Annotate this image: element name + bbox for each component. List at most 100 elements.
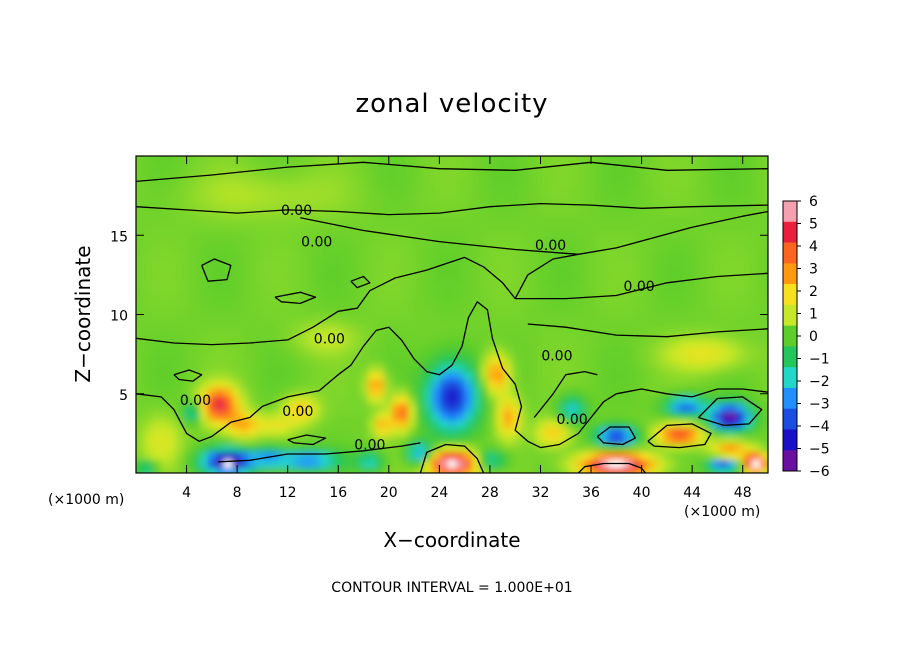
field-cell (680, 324, 689, 333)
field-cell (296, 172, 305, 181)
field-cell (224, 236, 233, 245)
field-cell (632, 412, 641, 421)
field-cell (736, 324, 745, 333)
field-cell (624, 412, 633, 421)
field-cell (208, 316, 217, 325)
field-cell (192, 188, 201, 197)
field-cell (328, 188, 337, 197)
field-cell (288, 204, 297, 213)
field-cell (328, 452, 337, 461)
field-cell (184, 268, 193, 277)
field-cell (584, 412, 593, 421)
field-cell (208, 220, 217, 229)
field-cell (512, 444, 521, 453)
field-cell (744, 356, 753, 365)
field-cell (592, 300, 601, 309)
field-cell (240, 460, 249, 469)
field-cell (568, 252, 577, 261)
field-cell (368, 220, 377, 229)
field-cell (296, 396, 305, 405)
field-cell (280, 172, 289, 181)
field-cell (416, 476, 425, 485)
field-cell (440, 196, 449, 205)
field-cell (200, 476, 209, 485)
field-cell (176, 292, 185, 301)
field-cell (552, 212, 561, 221)
field-cell (488, 236, 497, 245)
field-cell (440, 372, 449, 381)
field-cell (544, 468, 553, 473)
field-cell (576, 172, 585, 181)
field-cell (200, 156, 209, 165)
field-cell (488, 316, 497, 325)
field-cell (512, 452, 521, 461)
field-cell (608, 340, 617, 349)
field-cell (360, 244, 369, 253)
y-tick-label: 10 (110, 309, 128, 325)
field-cell (720, 444, 729, 453)
field-cell (752, 284, 761, 293)
field-cell (720, 188, 729, 197)
field-cell (296, 356, 305, 365)
field-cell (328, 204, 337, 213)
field-cell (584, 332, 593, 341)
field-cell (360, 356, 369, 365)
field-cell (504, 172, 513, 181)
field-cell (712, 292, 721, 301)
field-cell (208, 436, 217, 445)
field-cell (632, 236, 641, 245)
field-cell (640, 364, 649, 373)
field-cell (184, 324, 193, 333)
field-cell (152, 260, 161, 269)
field-cell (400, 292, 409, 301)
field-cell (624, 420, 633, 429)
field-cell (400, 220, 409, 229)
field-cell (336, 380, 345, 389)
field-cell (160, 476, 169, 485)
field-cell (288, 228, 297, 237)
field-cell (600, 308, 609, 317)
field-cell (288, 172, 297, 181)
field-cell (320, 252, 329, 261)
field-cell (608, 204, 617, 213)
zero-contours (136, 161, 768, 473)
field-cell (264, 476, 273, 485)
field-cell (672, 156, 681, 157)
field-cell (432, 332, 441, 341)
field-cell (576, 228, 585, 237)
field-cell (264, 196, 273, 205)
field-cell (328, 428, 337, 437)
field-cell (264, 356, 273, 365)
field-cell (736, 220, 745, 229)
field-cell (432, 412, 441, 421)
field-cell (136, 252, 145, 261)
field-cell (536, 316, 545, 325)
field-cell (192, 316, 201, 325)
field-cell (592, 172, 601, 181)
field-cell (568, 316, 577, 325)
field-cell (216, 476, 225, 485)
field-cell (336, 404, 345, 413)
field-cell (432, 172, 441, 181)
field-cell (256, 156, 265, 165)
field-cell (152, 436, 161, 445)
field-cell (480, 268, 489, 277)
field-cell (496, 292, 505, 301)
field-cell (616, 260, 625, 269)
field-cell (664, 452, 673, 461)
field-cell (640, 420, 649, 429)
field-cell (416, 252, 425, 261)
field-cell (704, 348, 713, 357)
field-cell (768, 340, 777, 349)
field-cell (168, 340, 177, 349)
field-cell (472, 316, 481, 325)
field-cell (448, 188, 457, 197)
field-cell (360, 276, 369, 285)
colorbar-swatch (783, 284, 797, 306)
field-cell (584, 324, 593, 333)
field-cell (152, 404, 161, 413)
field-cell (328, 196, 337, 205)
field-cell (704, 196, 713, 205)
field-cell (440, 444, 449, 453)
field-cell (512, 212, 521, 221)
